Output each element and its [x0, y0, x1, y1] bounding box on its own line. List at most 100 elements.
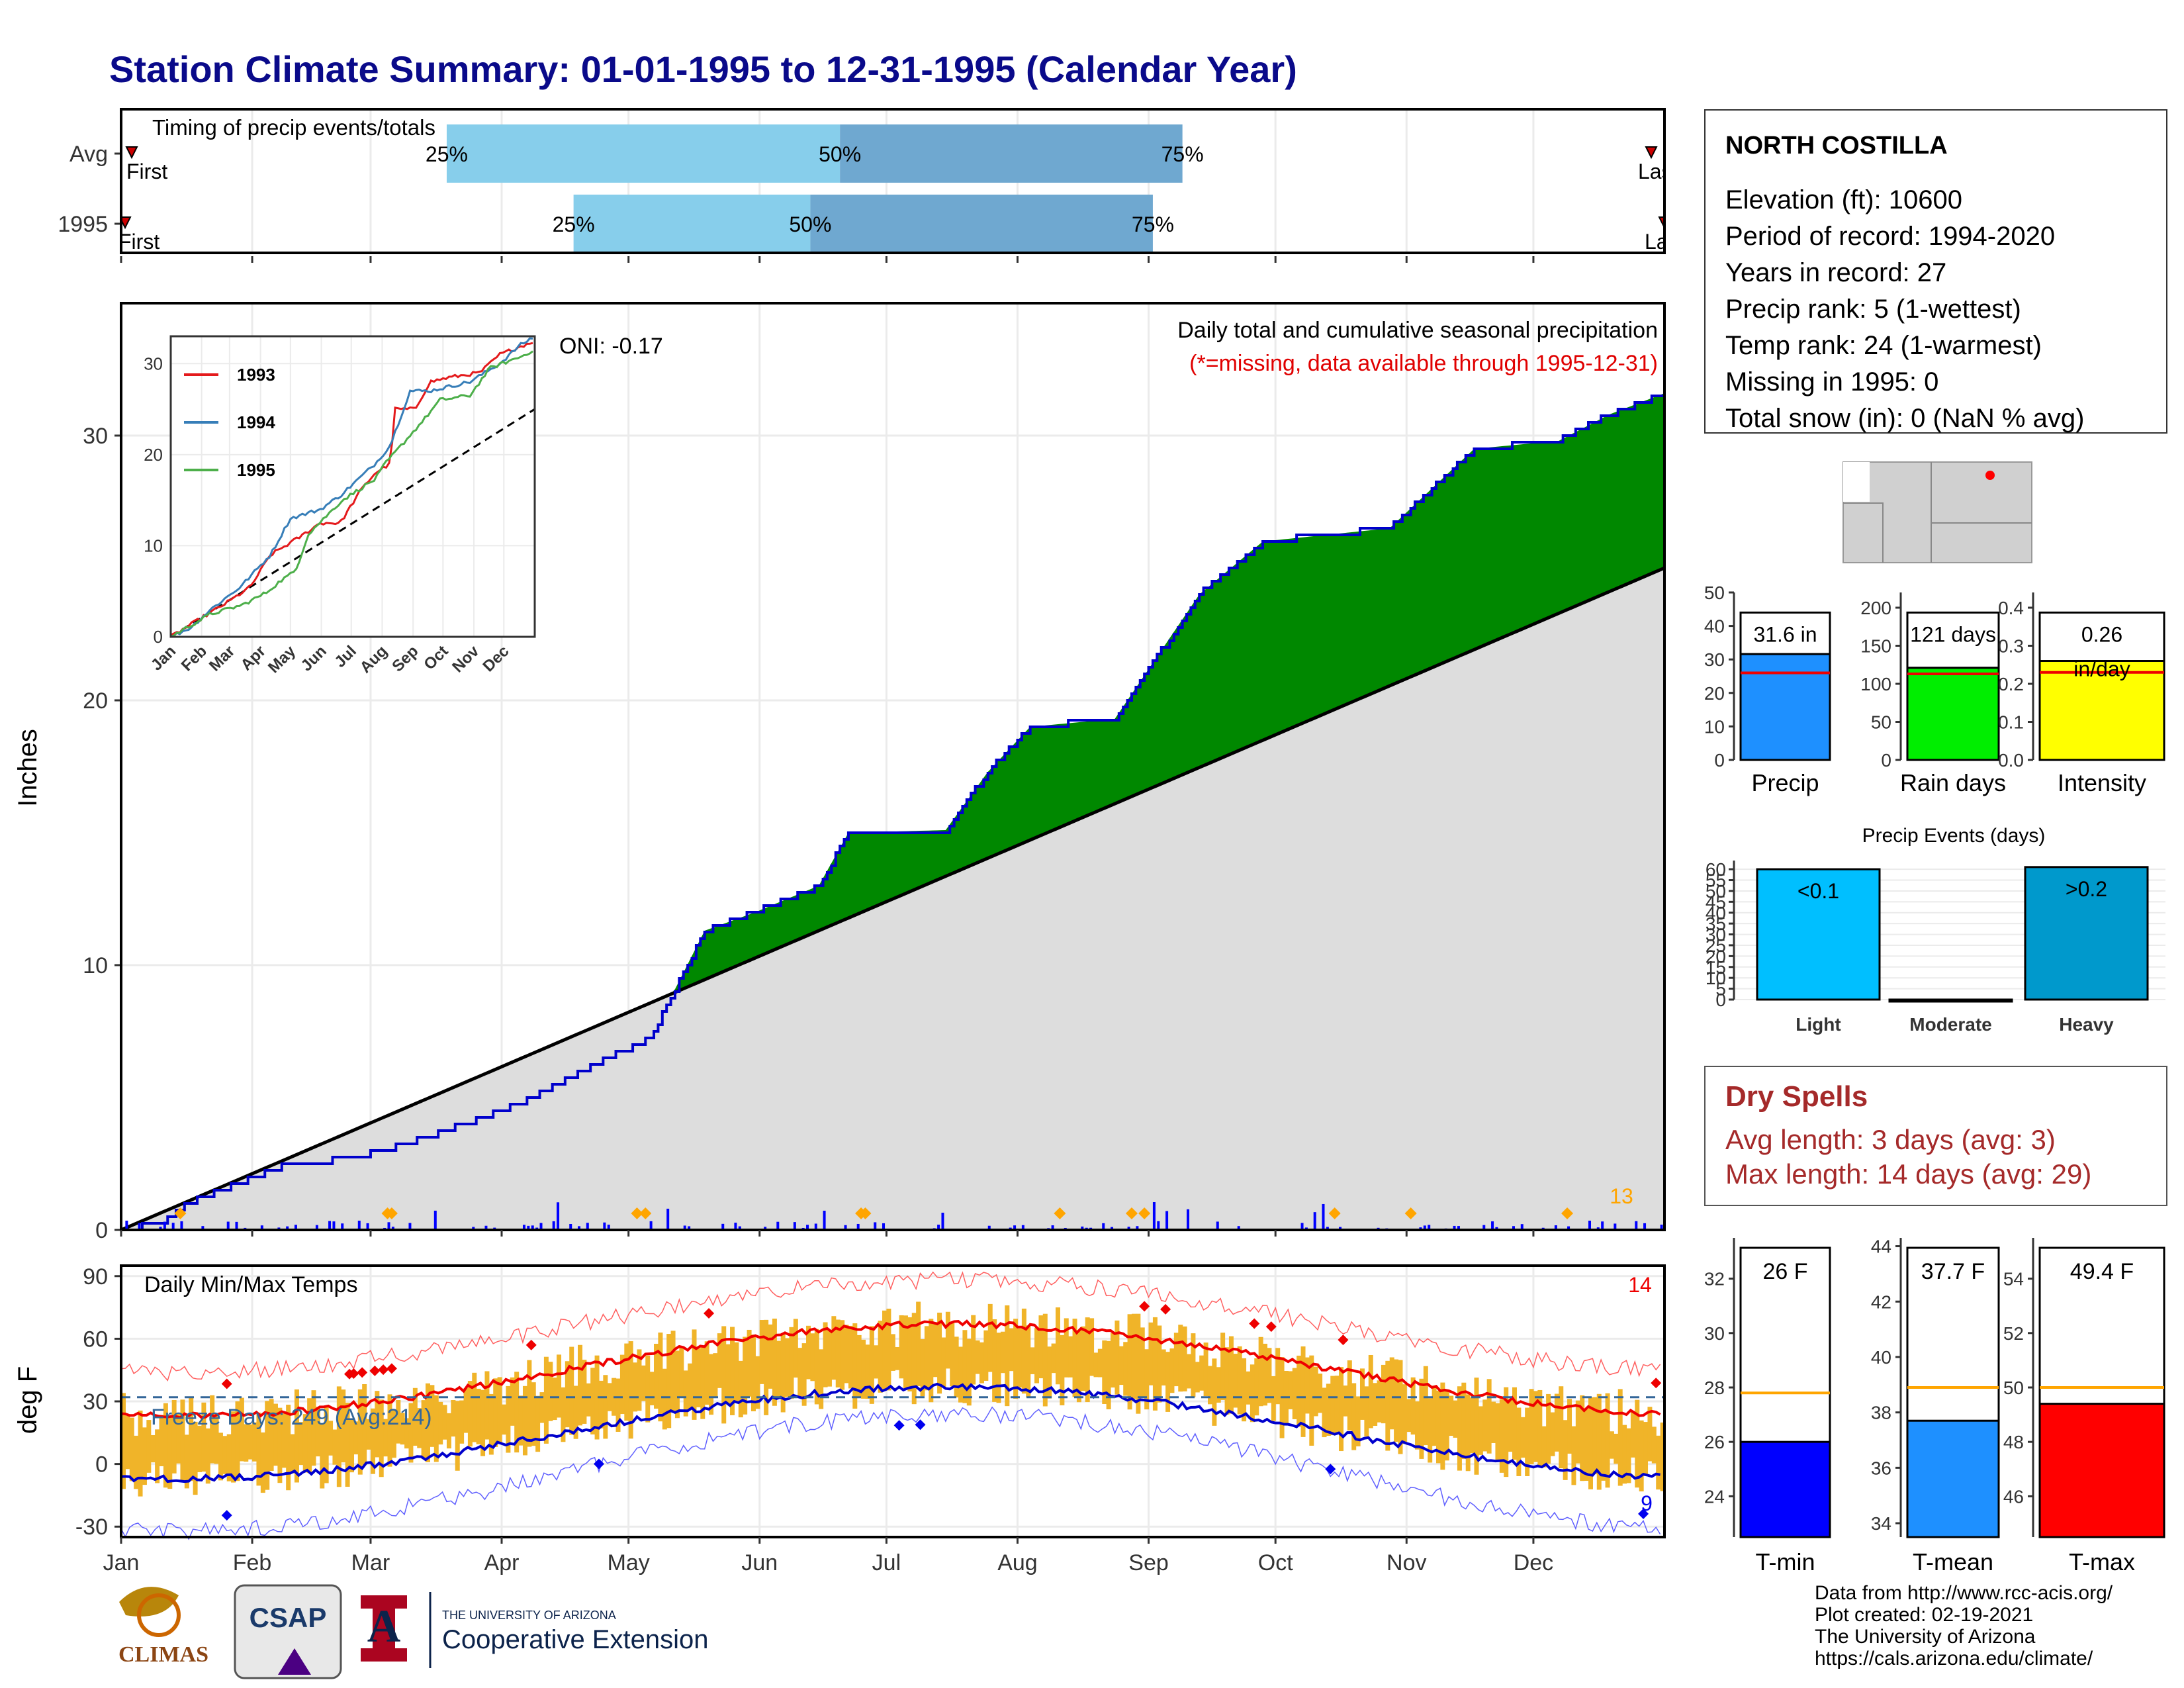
- daily-temp-bar: [201, 1402, 206, 1472]
- events-ytick: 35: [1706, 914, 1726, 934]
- daily-temp-bar: [341, 1389, 346, 1463]
- daily-temp-bar: [827, 1331, 832, 1387]
- daily-temp-bar: [298, 1422, 304, 1466]
- daily-precip-bar: [1322, 1203, 1325, 1230]
- timing-bar-upper: [840, 124, 1183, 183]
- daily-temp-bar: [294, 1389, 299, 1483]
- daily-temp-bar: [1136, 1313, 1141, 1414]
- temp-ytick: 30: [83, 1389, 108, 1415]
- daily-temp-bar: [557, 1354, 562, 1418]
- events-ytick: 25: [1706, 935, 1726, 956]
- daily-temp-bar: [1609, 1431, 1614, 1459]
- daily-precip-bar: [882, 1223, 886, 1230]
- precip-note: Daily total and cumulative seasonal prec…: [1177, 318, 1658, 343]
- record-high-marker: [348, 1368, 359, 1379]
- daily-temp-bar: [780, 1334, 786, 1413]
- temp-summary-ytick: 46: [2003, 1486, 2024, 1507]
- heavy-event-marker: [639, 1207, 652, 1219]
- daily-temp-bar: [1635, 1399, 1640, 1488]
- credits: Data from http://www.rcc-acis.org/Plot c…: [1815, 1582, 2113, 1669]
- credit-line: Plot created: 02-19-2021: [1815, 1604, 2034, 1626]
- daily-temp-bar: [387, 1394, 392, 1467]
- daily-temp-bar: [1207, 1366, 1212, 1405]
- daily-temp-bar: [345, 1402, 350, 1487]
- daily-temp-bar: [1596, 1393, 1602, 1490]
- daily-temp-bar: [442, 1405, 447, 1440]
- daily-temp-bar: [852, 1323, 858, 1409]
- dry-spells-box: Dry Spells Avg length: 3 days (avg: 3) M…: [1704, 1066, 2167, 1206]
- daily-temp-bar: [1034, 1328, 1040, 1383]
- daily-temp-bar: [239, 1397, 244, 1462]
- temp-summary-ytick: 36: [1871, 1458, 1891, 1478]
- daily-temp-bar: [1482, 1399, 1488, 1452]
- daily-temp-bar: [1216, 1367, 1221, 1403]
- ua-logo-letter: A: [367, 1601, 401, 1652]
- summary-ytick: 100: [1860, 674, 1891, 694]
- daily-temp-bar: [1423, 1366, 1428, 1446]
- daily-temp-bar: [1178, 1325, 1183, 1392]
- station-line: Elevation (ft): 10600: [1725, 185, 1962, 214]
- summary-ytick: 10: [1704, 716, 1725, 737]
- summary-box: [1739, 611, 1831, 655]
- summary-ytick: 40: [1704, 616, 1725, 637]
- legend-label: 1994: [237, 412, 275, 432]
- daily-temp-bar: [1038, 1315, 1044, 1379]
- daily-temp-bar: [992, 1319, 997, 1402]
- temp-summary-ytick: 50: [2003, 1378, 2024, 1398]
- station-location-marker: [1985, 471, 1995, 480]
- events-ytick: 5: [1715, 979, 1726, 1000]
- daily-precip-bar: [1013, 1225, 1017, 1230]
- temp-summary-ytick: 24: [1704, 1486, 1725, 1507]
- daily-temp-bar: [1097, 1348, 1103, 1378]
- daily-temp-bar: [248, 1424, 253, 1460]
- record-high-marker: [386, 1363, 397, 1374]
- daily-temp-bar: [743, 1336, 748, 1415]
- timing-bar-lower: [573, 195, 811, 253]
- summary-ytick: 200: [1860, 598, 1891, 618]
- daily-temp-bar: [899, 1315, 904, 1379]
- daily-temp-bar: [548, 1362, 553, 1421]
- daily-temp-bar: [484, 1371, 490, 1440]
- record-low-marker: [893, 1420, 905, 1431]
- precip-ytick: 20: [83, 688, 108, 714]
- daily-temp-bar: [522, 1385, 527, 1456]
- daily-precip-bar: [341, 1223, 344, 1230]
- record-high-marker: [1651, 1378, 1662, 1389]
- temp-summary-ytick: 32: [1704, 1269, 1725, 1289]
- event-label: Heavy: [2059, 1014, 2114, 1035]
- daily-temp-bar: [1182, 1326, 1187, 1391]
- daily-temp-bar: [569, 1346, 574, 1435]
- daily-temp-bar: [1275, 1348, 1281, 1405]
- daily-temp-bar: [281, 1413, 287, 1468]
- daily-temp-bar: [1072, 1319, 1077, 1397]
- daily-temp-bar: [1017, 1329, 1023, 1387]
- temp-summary-ytick: 48: [2003, 1432, 2024, 1452]
- daily-temp-bar: [895, 1346, 900, 1370]
- daily-precip-bar: [201, 1226, 205, 1230]
- daily-precip-bar: [484, 1225, 488, 1230]
- daily-temp-bar: [1089, 1318, 1095, 1376]
- daily-temp-bar: [488, 1393, 494, 1455]
- month-label: Nov: [1387, 1550, 1426, 1575]
- timing-title: Timing of precip events/totals: [152, 115, 435, 140]
- events-title: Precip Events (days): [1862, 825, 2046, 847]
- daily-precip-bar: [764, 1227, 767, 1230]
- daily-temp-bar: [383, 1419, 388, 1457]
- daily-temp-bar: [1322, 1387, 1327, 1438]
- events-ytick: 45: [1706, 892, 1726, 912]
- daily-temp-bar: [324, 1406, 329, 1483]
- temp-ytick: -30: [75, 1515, 108, 1540]
- event-bar-text: >0.2: [2066, 877, 2107, 901]
- daily-temp-bar: [1520, 1417, 1525, 1458]
- daily-temp-bar: [1465, 1394, 1471, 1472]
- heavy-event-marker: [631, 1207, 643, 1219]
- daily-temp-bar: [366, 1419, 371, 1450]
- daily-temp-bar: [1326, 1383, 1331, 1436]
- daily-temp-bar: [138, 1410, 143, 1497]
- daily-precip-bar: [569, 1224, 572, 1230]
- daily-temp-bar: [954, 1336, 959, 1398]
- daily-temp-bar: [1102, 1340, 1107, 1405]
- daily-temp-bar: [1000, 1331, 1005, 1374]
- daily-temp-bar: [430, 1385, 435, 1447]
- daily-temp-bar: [856, 1335, 862, 1398]
